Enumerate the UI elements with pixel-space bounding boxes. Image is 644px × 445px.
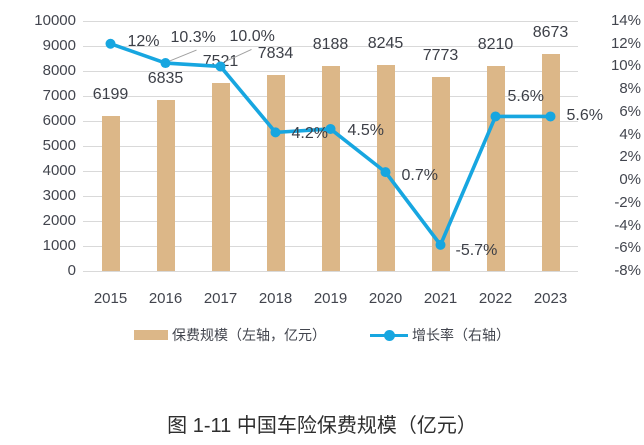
y-axis-label-right: 12%	[610, 34, 641, 52]
line-marker-icon	[160, 58, 171, 69]
y-axis-label-right: 6%	[619, 102, 641, 120]
line-marker-icon	[325, 123, 336, 134]
growth-rate-line	[109, 42, 551, 247]
bar	[101, 116, 120, 271]
bar	[266, 75, 285, 271]
bar-value-label: 6835	[147, 70, 184, 88]
y-axis-label-left: 7000	[42, 87, 76, 104]
y-axis-label-left: 9000	[42, 37, 76, 54]
y-axis-label-left: 2000	[42, 212, 76, 229]
x-axis-label: 2019	[313, 290, 348, 307]
line-marker-icon	[105, 38, 116, 49]
x-axis-label: 2018	[258, 290, 293, 307]
line-marker-icon	[270, 127, 281, 138]
line-marker-icon	[435, 239, 446, 250]
bar-value-label: 8245	[367, 34, 404, 52]
line-marker-icon	[215, 61, 226, 72]
line-marker-icon	[545, 111, 556, 122]
legend-label-bar-series: 保费规模（左轴，亿元）	[172, 327, 326, 343]
bar	[156, 100, 175, 271]
y-axis-label-right: 14%	[610, 12, 641, 29]
line-marker-icon	[490, 111, 501, 122]
bar-value-label: 7834	[257, 45, 294, 63]
line-value-label: 10.3%	[170, 29, 216, 47]
line-series-swatch	[370, 329, 408, 341]
y-axis-label-right: -4%	[614, 216, 641, 234]
gridline	[83, 46, 578, 47]
line-value-label: 5.6%	[507, 88, 544, 106]
figure-caption: 图 1-11 中国车险保费规模（亿元）	[167, 415, 477, 437]
y-axis-label-right: 4%	[619, 125, 641, 143]
x-axis-label: 2022	[478, 290, 513, 307]
y-axis-label-left: 6000	[42, 112, 76, 129]
legend-item-line-series: 增长率（右轴）	[370, 325, 510, 345]
line-value-label: 4.2%	[291, 125, 328, 143]
line-value-label: 12%	[127, 32, 160, 50]
label-leader-line	[225, 49, 252, 62]
line-value-label: 5.6%	[566, 107, 603, 125]
x-axis-label: 2016	[148, 290, 183, 307]
line-marker-icon	[380, 167, 391, 178]
y-axis-label-left: 4000	[42, 162, 76, 179]
bar-value-label: 6199	[92, 86, 129, 104]
bar	[431, 76, 450, 271]
gridline	[83, 271, 578, 272]
line-swatch-marker-icon	[383, 329, 395, 341]
y-axis-label-right: 2%	[619, 148, 641, 166]
y-axis-label-left: 0	[67, 262, 76, 279]
x-axis-label: 2020	[368, 290, 403, 307]
y-axis-label-right: 8%	[619, 80, 641, 98]
legend-item-bar-series: 保费规模（左轴，亿元）	[134, 325, 326, 345]
x-axis-label: 2021	[423, 290, 458, 307]
x-axis-label: 2017	[203, 290, 238, 307]
bar	[211, 82, 230, 271]
label-leader-line	[169, 49, 197, 62]
y-axis-label-right: 10%	[610, 57, 641, 75]
bar-value-label: 8673	[532, 24, 569, 42]
bar-value-label: 8210	[477, 35, 514, 53]
y-axis-label-left: 1000	[42, 237, 76, 254]
y-axis-label-left: 8000	[42, 62, 76, 79]
gridline	[83, 21, 578, 22]
y-axis-label-right: 0%	[619, 171, 641, 189]
x-axis-label: 2023	[533, 290, 568, 307]
y-axis-label-right: -6%	[614, 239, 641, 257]
legend-label-line-series: 增长率（右轴）	[412, 327, 510, 343]
y-axis-label-right: -2%	[614, 193, 641, 211]
y-axis-label-left: 10000	[34, 12, 76, 29]
bar-value-label: 7773	[422, 46, 459, 64]
line-value-label: 0.7%	[401, 167, 438, 185]
y-axis-label-left: 5000	[42, 137, 76, 154]
line-value-label: -5.7%	[455, 241, 498, 259]
bar-value-label: 8188	[312, 36, 349, 54]
line-value-label: 10.0%	[229, 28, 275, 46]
x-axis-label: 2015	[93, 290, 128, 307]
y-axis-label-right: -8%	[614, 262, 641, 279]
bar	[321, 66, 340, 271]
line-value-label: 4.5%	[347, 121, 384, 139]
bar-series-swatch	[134, 330, 168, 340]
y-axis-label-left: 3000	[42, 187, 76, 204]
legend: 保费规模（左轴，亿元） 增长率（右轴）	[0, 325, 644, 345]
bar	[541, 54, 560, 271]
